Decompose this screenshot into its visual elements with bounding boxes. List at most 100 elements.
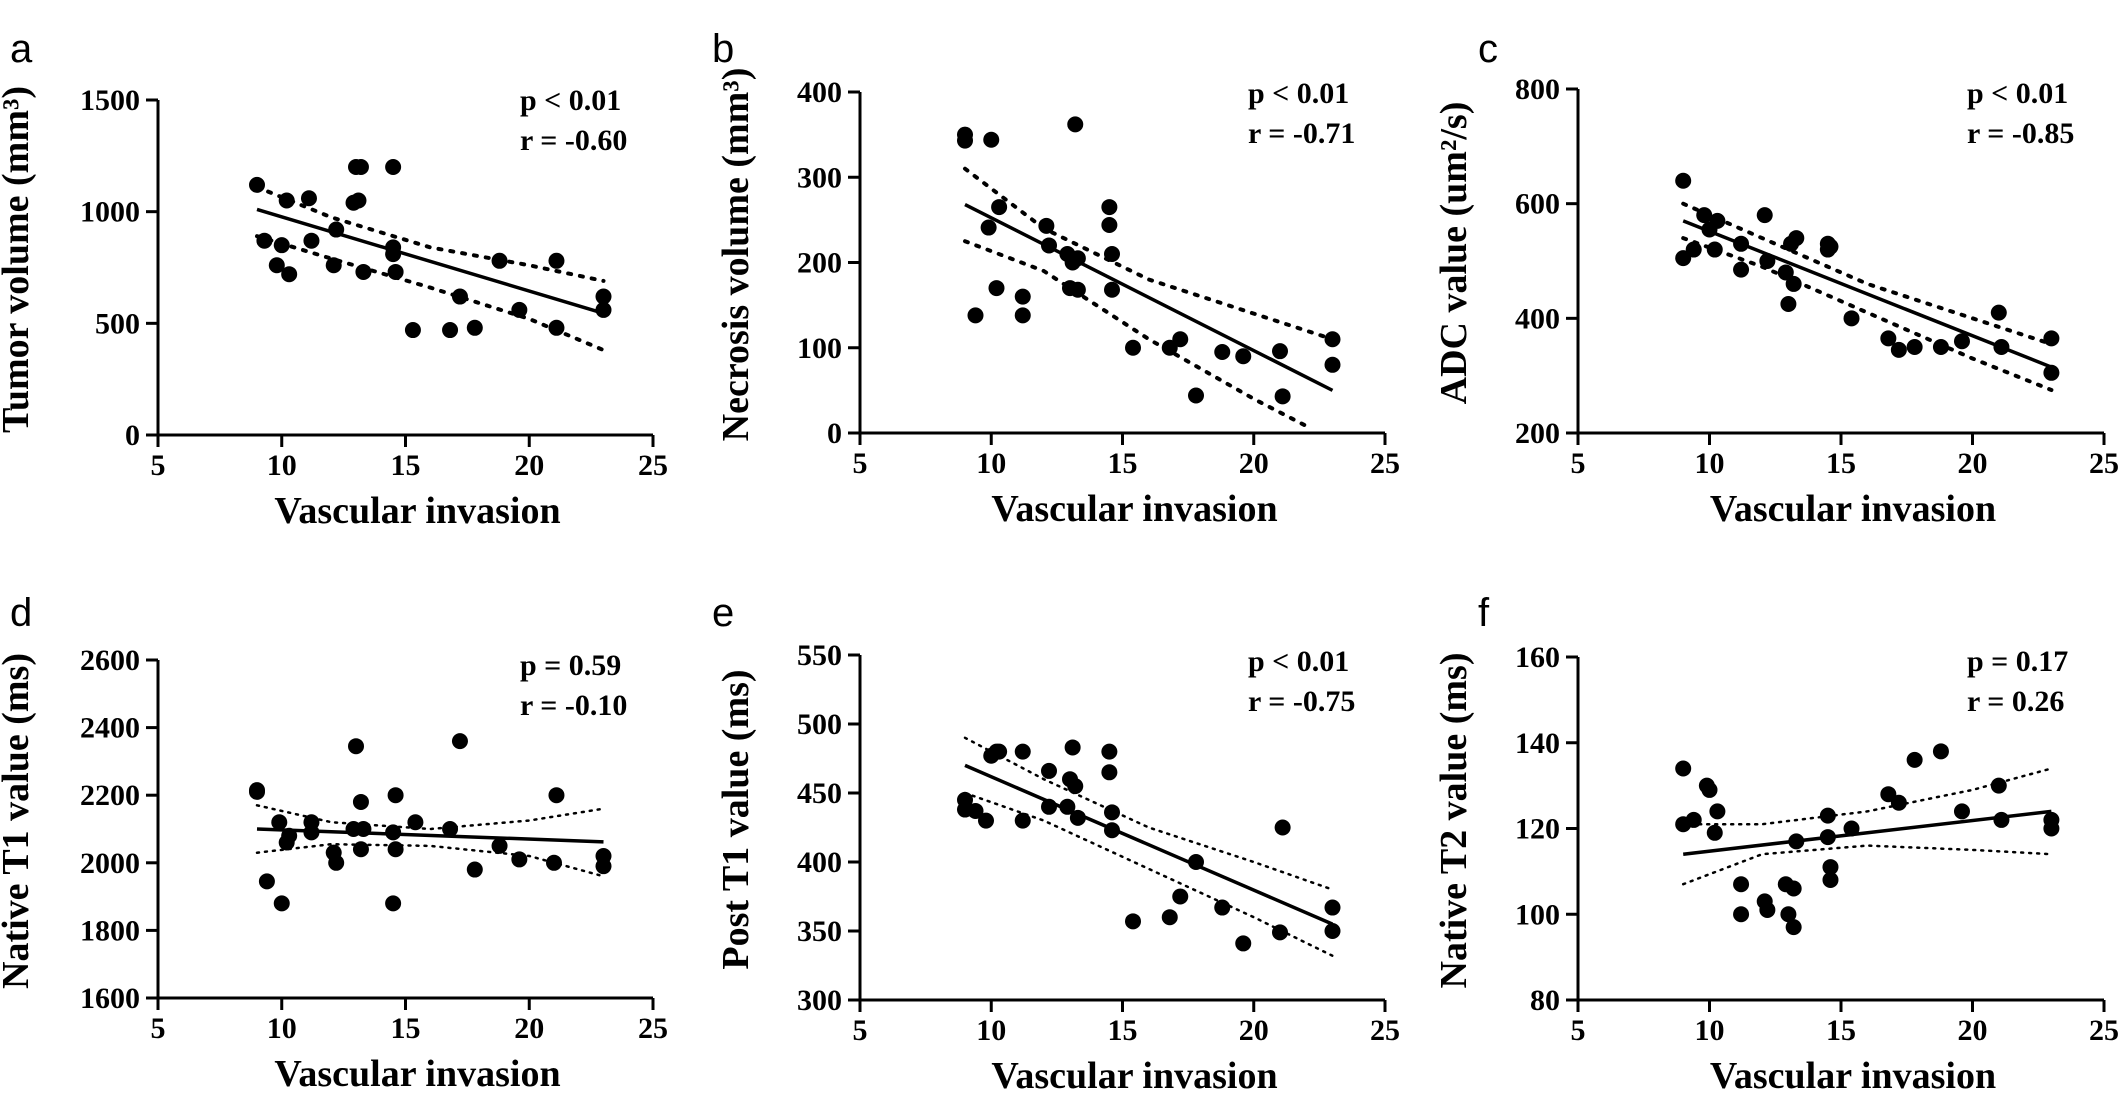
data-point xyxy=(1324,331,1341,348)
data-point xyxy=(385,895,402,912)
data-point xyxy=(407,814,424,831)
ci-upper-line xyxy=(963,736,1334,891)
y-tick-label: 400 xyxy=(797,846,842,879)
data-point xyxy=(387,787,404,804)
data-point xyxy=(1890,341,1907,358)
y-tick-label: 2200 xyxy=(80,779,140,812)
data-point xyxy=(1788,833,1805,850)
data-point xyxy=(352,159,369,175)
data-point xyxy=(967,307,984,324)
data-point xyxy=(1014,812,1031,829)
panel-a: a 5 10 15 20 25 0 500 1000 1500 Vascular invasion T… xyxy=(0,27,668,532)
data-point xyxy=(1993,339,2010,355)
y-tick-label: 160 xyxy=(1515,641,1560,674)
data-point xyxy=(1953,333,1970,350)
x-tick-label: 15 xyxy=(1826,447,1856,480)
data-point xyxy=(1953,803,1970,820)
data-point xyxy=(1214,344,1231,361)
data-point xyxy=(2043,820,2060,837)
y-tick-label: 1800 xyxy=(80,914,140,947)
x-tick-label: 10 xyxy=(976,447,1006,480)
ci-lower-line xyxy=(963,239,1314,431)
panel-b: b 5 10 15 20 25 0 100 200 300 400 Vascular invasion… xyxy=(712,27,1400,530)
y-tick-label: 400 xyxy=(797,76,842,109)
x-tick-label: 20 xyxy=(1239,1014,1269,1047)
data-point xyxy=(273,237,290,254)
r-value-label: r = -0.75 xyxy=(1248,685,1355,718)
data-point xyxy=(352,793,369,810)
data-point xyxy=(1172,331,1189,348)
x-tick-label: 20 xyxy=(514,449,544,482)
data-point xyxy=(1932,743,1949,760)
x-tick-label: 20 xyxy=(1239,447,1269,480)
data-point xyxy=(1014,743,1031,760)
data-point xyxy=(980,219,997,236)
x-tick-label: 5 xyxy=(1571,447,1586,480)
p-value-label: p = 0.17 xyxy=(1967,645,2068,678)
x-tick-label: 10 xyxy=(267,1012,297,1045)
data-point xyxy=(1706,824,1723,841)
data-point xyxy=(1059,798,1076,815)
data-point xyxy=(1785,880,1802,897)
data-point xyxy=(328,221,345,238)
data-point xyxy=(1069,250,1086,267)
data-point xyxy=(1041,798,1057,815)
y-axis-title: ADC value (um²/s) xyxy=(1433,102,1475,405)
y-tick-label: 100 xyxy=(797,332,842,365)
data-point xyxy=(300,190,317,207)
panel-letter: a xyxy=(10,27,33,71)
data-point xyxy=(1324,923,1341,939)
p-value-label: p = 0.59 xyxy=(520,649,621,682)
x-tick-label: 15 xyxy=(1108,1014,1138,1047)
data-point xyxy=(328,854,345,871)
ci-upper-line xyxy=(255,185,606,283)
ci-lower-line xyxy=(1681,844,2053,886)
data-point xyxy=(1041,237,1057,254)
x-tick-label: 15 xyxy=(1108,447,1138,480)
data-point xyxy=(548,787,565,804)
data-point xyxy=(957,132,973,149)
data-point xyxy=(1685,811,1702,828)
y-tick-label: 550 xyxy=(797,639,842,672)
y-axis-title: Native T2 value (ms) xyxy=(1433,653,1475,989)
x-tick-label: 25 xyxy=(1370,1014,1400,1047)
data-point xyxy=(258,873,275,890)
data-point xyxy=(1235,935,1252,952)
x-tick-label: 25 xyxy=(1370,447,1400,480)
p-value-label: p < 0.01 xyxy=(520,84,621,117)
y-tick-label: 1600 xyxy=(80,982,140,1015)
data-point xyxy=(1675,172,1692,189)
data-point xyxy=(281,827,298,844)
data-point xyxy=(273,895,290,912)
data-point xyxy=(256,232,273,249)
data-point xyxy=(983,131,1000,148)
data-point xyxy=(1709,212,1726,229)
data-point xyxy=(1235,348,1252,365)
regression-line xyxy=(964,763,1334,926)
data-point xyxy=(1324,356,1341,373)
r-value-label: r = -0.71 xyxy=(1248,117,1355,150)
data-point xyxy=(303,232,320,249)
data-point xyxy=(385,159,402,175)
x-axis-title: Vascular invasion xyxy=(991,488,1277,530)
x-tick-label: 25 xyxy=(638,449,668,482)
y-tick-label: 350 xyxy=(797,915,842,948)
y-tick-label: 800 xyxy=(1515,73,1560,106)
data-point xyxy=(1733,876,1750,893)
data-point xyxy=(1172,888,1189,905)
x-tick-label: 10 xyxy=(1695,447,1725,480)
data-point xyxy=(1041,762,1057,779)
data-point xyxy=(1759,253,1776,269)
data-point xyxy=(271,814,288,831)
p-value-label: p < 0.01 xyxy=(1967,77,2068,110)
data-point xyxy=(1101,743,1118,760)
data-point xyxy=(1880,330,1897,347)
data-point xyxy=(355,821,372,837)
data-point xyxy=(595,301,612,318)
panel-letter: b xyxy=(712,27,734,71)
data-point xyxy=(1125,339,1141,356)
data-point xyxy=(1104,281,1120,298)
data-point xyxy=(491,252,508,269)
panel-e: e 5 10 15 20 25 300 350 400 450 500 550 Vascular inv… xyxy=(712,591,1400,1097)
